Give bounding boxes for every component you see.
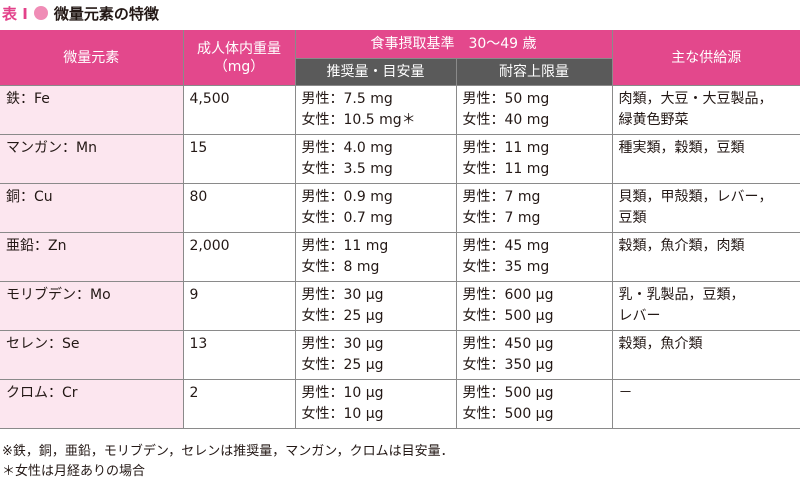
- cell-line: 男性：7 mg: [462, 189, 541, 205]
- cell-line: 男性：45 mg: [462, 238, 550, 254]
- cell-line: 男性：7.5 mg: [301, 91, 393, 107]
- table-row: モリブデン：Mo 9 男性：30 μg 女性：25 μg 男性：600 μg 女性：500…: [0, 281, 800, 331]
- footnote: ※鉄，銅，亜鉛，モリブデン，セレンは推奨量，マンガン，クロムは目安量．: [2, 444, 454, 459]
- table-cell: 男性：500 μg 女性：500 μg: [455, 379, 613, 429]
- cell-line: 女性：8 mg: [301, 259, 380, 275]
- bullet: [33, 6, 48, 20]
- cell-line: －: [618, 385, 633, 401]
- cell-line: 女性：10.5 mg＊: [301, 112, 416, 128]
- table-cell: －: [611, 379, 800, 429]
- cell-line: 男性：600 μg: [462, 287, 554, 303]
- table-cell: 銅：Cu: [0, 183, 184, 233]
- table-cell: 4,500: [182, 85, 296, 135]
- table-cell: 男性：0.9 mg 女性：0.7 mg: [294, 183, 457, 233]
- header-cell: 成人体内重量 （mg）: [182, 30, 296, 86]
- cell-line: レバー: [618, 308, 661, 324]
- title: 表 I 微量元素の特徴: [2, 2, 159, 24]
- table-cell: 男性：4.0 mg 女性：3.5 mg: [294, 134, 457, 184]
- table-cell: 肉類，大豆・大豆製品， 緑黄色野菜: [611, 85, 800, 135]
- cell-line: 女性：7 mg: [462, 210, 541, 226]
- table-cell: 男性：11 mg 女性：11 mg: [455, 134, 613, 184]
- table-cell: 貝類，甲殻類，レバー， 豆類: [611, 183, 800, 233]
- table-cell: 男性：600 μg 女性：500 μg: [455, 281, 613, 331]
- table-cell: 乳・乳製品，豆類， レバー: [611, 281, 800, 331]
- table-cell: 13: [182, 330, 296, 380]
- cell-line: 乳・乳製品，豆類，: [618, 287, 745, 303]
- table-row: 鉄：Fe 4,500 男性：7.5 mg 女性：10.5 mg＊ 男性：50 mg 女性：…: [0, 85, 800, 135]
- cell-line: 男性：10 μg: [301, 385, 384, 401]
- table-cell: 男性：11 mg 女性：8 mg: [294, 232, 457, 282]
- table-cell: 9: [182, 281, 296, 331]
- cell-line: 女性：25 μg: [301, 357, 384, 373]
- table-row: マンガン：Mn 15 男性：4.0 mg 女性：3.5 mg 男性：11 mg 女性：11…: [0, 134, 800, 184]
- cell-line: 女性：40 mg: [462, 112, 550, 128]
- cell-line: 男性：50 mg: [462, 91, 550, 107]
- table-cell: 男性：450 μg 女性：350 μg: [455, 330, 613, 380]
- cell-line: 豆類: [618, 210, 647, 226]
- table-cell: 種実類，穀類，豆類: [611, 134, 800, 184]
- table-cell: 男性：10 μg 女性：10 μg: [294, 379, 457, 429]
- cell-line: 男性：4.0 mg: [301, 140, 393, 156]
- table-row: 銅：Cu 80 男性：0.9 mg 女性：0.7 mg 男性：7 mg 女性：7 mg 貝類…: [0, 183, 800, 233]
- cell-line: 女性：350 μg: [462, 357, 554, 373]
- table-cell: 男性：7.5 mg 女性：10.5 mg＊: [294, 85, 457, 135]
- table-cell: セレン：Se: [0, 330, 184, 380]
- footnotes: ※鉄，銅，亜鉛，モリブデン，セレンは推奨量，マンガン，クロムは目安量． ＊女性は月…: [2, 442, 454, 482]
- table-row: 亜鉛：Zn 2,000 男性：11 mg 女性：8 mg 男性：45 mg 女性：35 m…: [0, 232, 800, 282]
- table-cell: 男性：7 mg 女性：7 mg: [455, 183, 613, 233]
- cell-line: 女性：25 μg: [301, 308, 384, 324]
- table-number: 表 I: [2, 4, 28, 23]
- header-cell: 主な供給源: [611, 30, 800, 86]
- cell-line: 男性：30 μg: [301, 336, 384, 352]
- table: 微量元素 成人体内重量 （mg） 食事摂取基準 30～49 歳 主な供給源 推奨…: [0, 30, 800, 429]
- cell-line: 女性：500 μg: [462, 308, 554, 324]
- cell-line: 女性：11 mg: [462, 161, 550, 177]
- cell-line: 女性：0.7 mg: [301, 210, 393, 226]
- table-cell: 穀類，魚介類: [611, 330, 800, 380]
- table-cell: モリブデン：Mo: [0, 281, 184, 331]
- cell-line: 男性：500 μg: [462, 385, 554, 401]
- table-cell: 80: [182, 183, 296, 233]
- table-cell: クロム：Cr: [0, 379, 184, 429]
- table-cell: 2,000: [182, 232, 296, 282]
- cell-line: 女性：10 μg: [301, 406, 384, 422]
- footnote: ＊女性は月経ありの場合: [2, 464, 146, 479]
- cell-line: 女性：35 mg: [462, 259, 550, 275]
- cell-line: 男性：0.9 mg: [301, 189, 393, 205]
- table-cell: 2: [182, 379, 296, 429]
- subheader-cell: 推奨量・目安量: [295, 58, 457, 86]
- header-cell: 食事摂取基準 30～49 歳: [294, 30, 613, 59]
- table-cell: マンガン：Mn: [0, 134, 184, 184]
- table-row: セレン：Se 13 男性：30 μg 女性：25 μg 男性：450 μg 女性：350 …: [0, 330, 800, 380]
- table-row: クロム：Cr 2 男性：10 μg 女性：10 μg 男性：500 μg 女性：500 μ…: [0, 379, 800, 429]
- cell-line: 穀類，魚介類: [618, 336, 703, 352]
- cell-line: 男性：450 μg: [462, 336, 554, 352]
- table-title: 微量元素の特徴: [53, 4, 159, 23]
- header-cell: 微量元素: [0, 30, 184, 86]
- cell-line: 種実類，穀類，豆類: [618, 140, 745, 156]
- cell-line: 緑黄色野菜: [618, 112, 689, 128]
- table-cell: 男性：45 mg 女性：35 mg: [455, 232, 613, 282]
- cell-line: 女性：500 μg: [462, 406, 554, 422]
- cell-line: 男性：11 mg: [301, 238, 389, 254]
- subheader-cell: 耐容上限量: [455, 58, 612, 86]
- table-cell: 亜鉛：Zn: [0, 232, 184, 282]
- table-cell: 男性：50 mg 女性：40 mg: [455, 85, 613, 135]
- cell-line: 穀類，魚介類，肉類: [618, 238, 745, 254]
- cell-line: 貝類，甲殻類，レバー，: [618, 189, 773, 205]
- table-cell: 穀類，魚介類，肉類: [611, 232, 800, 282]
- table-cell: 15: [182, 134, 296, 184]
- cell-line: 肉類，大豆・大豆製品，: [618, 91, 773, 107]
- cell-line: 男性：11 mg: [462, 140, 550, 156]
- cell-line: 女性：3.5 mg: [301, 161, 393, 177]
- table-cell: 鉄：Fe: [0, 85, 184, 135]
- table-cell: 男性：30 μg 女性：25 μg: [294, 330, 457, 380]
- table-cell: 男性：30 μg 女性：25 μg: [294, 281, 457, 331]
- cell-line: 男性：30 μg: [301, 287, 384, 303]
- table-body: 鉄：Fe 4,500 男性：7.5 mg 女性：10.5 mg＊ 男性：50 mg 女性：…: [0, 85, 800, 429]
